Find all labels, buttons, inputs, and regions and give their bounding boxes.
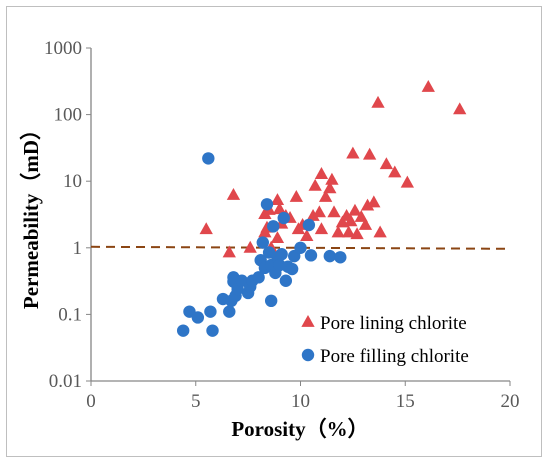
x-axis-title: Porosity（%） bbox=[231, 417, 368, 441]
y-tick-label: 1000 bbox=[44, 38, 82, 59]
y-axis-title: Permeability（mD） bbox=[19, 119, 43, 309]
x-tick-label: 0 bbox=[86, 391, 96, 412]
lining-chlorite-point bbox=[354, 210, 368, 222]
lining-chlorite-point bbox=[226, 188, 241, 200]
filling-chlorite-point bbox=[206, 324, 219, 337]
filling-chlorite-point bbox=[304, 249, 318, 262]
lining-chlorite-point bbox=[348, 203, 362, 216]
lining-chlorite-point bbox=[344, 214, 358, 227]
lining-chlorite-point bbox=[388, 165, 402, 178]
lining-chlorite-point bbox=[199, 222, 213, 235]
lining-chlorite-point bbox=[400, 175, 414, 188]
data-points bbox=[176, 79, 467, 337]
filling-chlorite-point bbox=[191, 311, 205, 324]
lining-chlorite-point bbox=[362, 147, 377, 160]
lining-chlorite-point bbox=[314, 167, 329, 179]
lining-chlorite-point bbox=[373, 225, 387, 238]
filling-chlorite-point bbox=[264, 294, 278, 308]
filling-chlorite-point bbox=[277, 211, 290, 225]
lining-chlorite-point bbox=[331, 225, 345, 238]
filling-chlorite-point bbox=[223, 305, 236, 318]
y-tick-labels: 0.01 0.1 1 10 100 1000 bbox=[44, 38, 91, 392]
lining-chlorite-point bbox=[312, 205, 327, 218]
lining-chlorite-point bbox=[453, 102, 467, 115]
legend-label-lining: Pore lining chlorite bbox=[320, 313, 467, 334]
lining-chlorite-point bbox=[272, 202, 287, 215]
x-tick-label: 5 bbox=[191, 391, 201, 412]
lining-chlorite-point bbox=[327, 205, 341, 218]
y-tick-label: 100 bbox=[54, 105, 83, 126]
lining-chlorite-point bbox=[360, 198, 375, 211]
filling-chlorite-point bbox=[267, 220, 280, 233]
lining-chlorite-point bbox=[270, 193, 285, 206]
y-tick-label: 0.1 bbox=[58, 304, 82, 325]
lining-chlorite-point bbox=[325, 172, 339, 185]
filling-chlorite-point bbox=[202, 152, 215, 165]
filling-chlorite-point bbox=[294, 241, 307, 254]
reference-line bbox=[90, 245, 511, 250]
filling-chlorite-point bbox=[176, 324, 190, 337]
legend: Pore lining chlorite Pore filling chlori… bbox=[301, 313, 469, 367]
lining-chlorite-point bbox=[243, 240, 257, 253]
lining-chlorite-point bbox=[270, 231, 285, 243]
lining-chlorite-point bbox=[367, 195, 381, 208]
x-tick-label: 20 bbox=[501, 391, 520, 412]
lining-chlorite-point bbox=[306, 209, 320, 221]
filling-chlorite-point bbox=[275, 248, 288, 261]
filling-chlorite-point bbox=[279, 274, 293, 287]
filling-chlorite-point bbox=[323, 249, 337, 263]
lining-chlorite-point bbox=[342, 225, 356, 238]
legend-circle-marker bbox=[301, 348, 315, 362]
filling-chlorite-point bbox=[285, 262, 299, 276]
lining-chlorite-point bbox=[308, 178, 322, 191]
lining-chlorite-point bbox=[289, 189, 303, 202]
filling-chlorite-point bbox=[302, 218, 316, 232]
filling-chlorite-point bbox=[260, 198, 274, 211]
lining-chlorite-point bbox=[358, 217, 373, 230]
lining-chlorite-point bbox=[379, 157, 394, 170]
filling-chlorite-point bbox=[252, 271, 265, 284]
filling-chlorite-point bbox=[204, 305, 217, 318]
lining-chlorite-point bbox=[350, 227, 364, 240]
x-tick-labels: 0 5 10 15 20 bbox=[86, 381, 520, 412]
lining-chlorite-point bbox=[421, 79, 435, 92]
x-tick-label: 10 bbox=[291, 391, 310, 412]
lining-chlorite-point bbox=[222, 245, 236, 258]
lining-chlorite-point bbox=[314, 222, 329, 235]
y-tick-label: 1 bbox=[73, 238, 83, 259]
y-tick-label: 10 bbox=[63, 171, 82, 192]
legend-triangle-marker bbox=[301, 315, 315, 327]
filling-chlorite-point bbox=[334, 251, 347, 264]
legend-label-filling: Pore filling chlorite bbox=[320, 346, 469, 367]
x-tick-label: 15 bbox=[396, 391, 415, 412]
y-tick-label: 0.01 bbox=[49, 371, 82, 392]
lining-chlorite-point bbox=[318, 189, 333, 202]
lining-chlorite-point bbox=[346, 146, 360, 159]
lining-chlorite-point bbox=[371, 95, 385, 108]
lining-chlorite-point bbox=[300, 229, 314, 241]
filling-chlorite-point bbox=[256, 236, 269, 249]
lining-chlorite-point bbox=[323, 181, 337, 194]
